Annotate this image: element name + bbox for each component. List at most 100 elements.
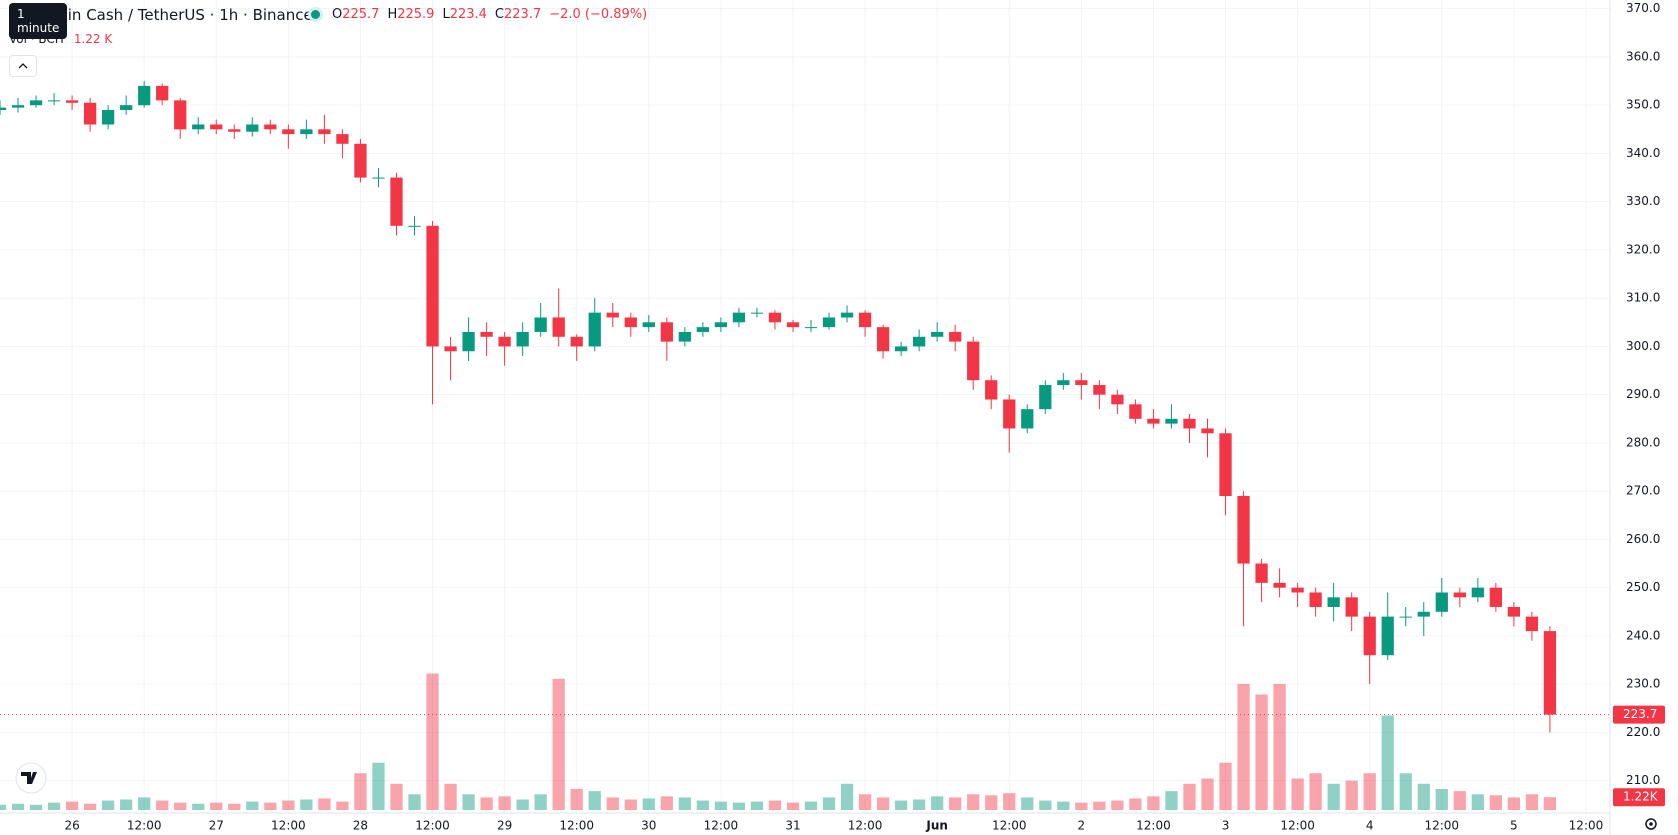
x-tick-label: 3 [1222, 819, 1230, 833]
candle-body [1003, 399, 1016, 429]
tooltip: 1 minute [9, 3, 68, 39]
volume-title: Vol · BCH [9, 32, 64, 46]
volume-bar [138, 797, 151, 810]
volume-bar [264, 802, 277, 810]
volume-bar [516, 799, 529, 810]
candle-body [660, 322, 673, 342]
volume-bar [83, 803, 97, 810]
y-tick-label: 250.0 [1626, 580, 1660, 594]
volume-bar [462, 794, 475, 810]
volume-bar [1471, 794, 1484, 810]
candle-body [1021, 409, 1034, 429]
volume-bar [300, 799, 313, 810]
candle-body [804, 327, 818, 329]
grid [0, 0, 1610, 813]
candle-body [336, 134, 349, 144]
candle-body [47, 100, 61, 102]
volume-bar [156, 800, 169, 810]
volume-bar [1237, 684, 1250, 810]
collapse-button[interactable] [9, 55, 37, 77]
y-tick-label: 210.0 [1626, 773, 1660, 787]
candle-body [840, 312, 854, 318]
settings-icon[interactable] [1645, 818, 1657, 830]
volume-bar [1507, 797, 1521, 810]
candle-body [426, 225, 439, 347]
volume-bar [318, 798, 331, 810]
candle-body [462, 331, 475, 352]
candle-body [732, 312, 746, 323]
volume-bar [1003, 793, 1016, 810]
candle-body [1309, 592, 1322, 607]
y-tick-label: 290.0 [1626, 387, 1660, 401]
volume-bar [1453, 791, 1466, 810]
volume-bar [1363, 773, 1376, 810]
y-tick-label: 310.0 [1626, 291, 1660, 305]
ohlc-value: 223.4 [449, 7, 487, 22]
ohlc-letter: C [494, 7, 504, 22]
candle-body [1057, 380, 1070, 386]
volume-bar [1075, 802, 1088, 810]
ohlc-value: 225.7 [342, 7, 380, 22]
volume-bar [606, 797, 619, 810]
volume-bar [534, 794, 547, 810]
volume-bar [65, 801, 79, 810]
volume-bar [696, 800, 710, 810]
candle-body [913, 336, 926, 347]
volume-bar [1021, 797, 1034, 810]
candle-body [1093, 385, 1106, 395]
candle-body [1471, 587, 1484, 598]
candle-body [786, 322, 800, 328]
candle-body [678, 331, 691, 342]
candle-body [768, 312, 782, 323]
candle-body [120, 105, 133, 111]
candle-body [822, 317, 836, 328]
volume-bar [1381, 715, 1394, 810]
volume-bar [480, 797, 493, 810]
x-tick-label: 12:00 [271, 819, 306, 833]
x-tick-label: 12:00 [992, 819, 1027, 833]
candle-body [1525, 616, 1539, 632]
candle-body [624, 317, 637, 328]
volume-bar [678, 797, 691, 810]
symbol-title: Bitcoin Cash / TetherUS · 1h · Binance [30, 6, 313, 24]
candle-body [102, 110, 115, 125]
candle-body [1237, 496, 1250, 564]
volume-bar [570, 789, 583, 810]
volume-bar [714, 801, 728, 810]
candle-body [750, 312, 764, 314]
candle-body [1219, 433, 1232, 497]
candle-body [156, 85, 169, 101]
volume-bar [1291, 778, 1304, 810]
candle-body [1507, 606, 1521, 617]
volume-bar [1399, 773, 1412, 810]
candle-body [228, 129, 241, 132]
candle-body [1075, 380, 1088, 386]
volume-bar [1435, 789, 1448, 810]
y-tick-label: 220.0 [1626, 725, 1660, 739]
candle-body [1201, 428, 1214, 434]
candle-body [246, 124, 259, 132]
volume-pane [0, 673, 1557, 810]
x-tick-label: 12:00 [1280, 819, 1315, 833]
x-tick-label: 12:00 [1136, 819, 1171, 833]
volume-bar [858, 794, 872, 810]
candle-body [1147, 418, 1160, 424]
volume-bar [840, 783, 854, 810]
candle-body [444, 346, 457, 352]
volume-bar [29, 804, 43, 810]
price-tag-label: 223.7 [1623, 707, 1657, 721]
candle-body [192, 124, 205, 130]
volume-bar [1543, 797, 1557, 810]
price-tag [1613, 705, 1665, 724]
candle-body [985, 380, 998, 400]
candle-body [1039, 385, 1052, 410]
x-tick-label: Jun [925, 819, 948, 833]
x-tick-label: 4 [1366, 819, 1374, 833]
y-tick-label: 320.0 [1626, 242, 1660, 256]
volume-bar [732, 802, 746, 810]
candle-body [282, 129, 295, 135]
ohlc-letter: O [332, 7, 343, 22]
volume-bar [1345, 780, 1358, 810]
candle-body [65, 100, 79, 103]
